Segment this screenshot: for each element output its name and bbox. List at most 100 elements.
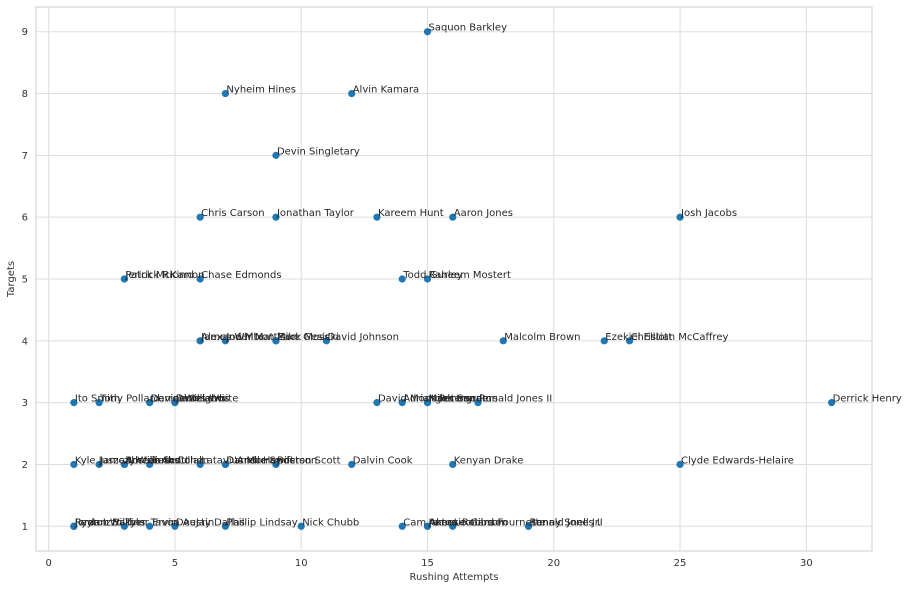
point-label: Alvin Kamara <box>353 85 419 96</box>
point-label: James White <box>175 394 238 405</box>
point-label: Kenyan Drake <box>454 455 524 466</box>
point-label: Jordan Wilkins <box>74 517 145 528</box>
point-label: Ameer Abdullah <box>125 455 205 466</box>
point-label: DeeJay Dallas <box>176 517 245 528</box>
point-label: Devin Singletary <box>277 146 360 157</box>
y-tick-label: 6 <box>22 213 28 224</box>
scatter-point <box>676 460 684 469</box>
point-label: D'Andre Swift <box>226 455 294 466</box>
point-label: Ronald Jones II <box>479 394 552 405</box>
data-points <box>70 28 836 530</box>
scatter-point <box>398 275 406 283</box>
point-label: Kyle Juszczyk <box>75 455 141 466</box>
point-label: Phillip Lindsay <box>226 517 297 528</box>
scatter-point <box>272 460 280 469</box>
scatter-point <box>423 28 432 36</box>
point-label: Devine Ozigbo <box>151 394 224 405</box>
x-tick-label: 20 <box>547 558 560 569</box>
point-label: Boston Scott <box>125 455 189 466</box>
point-label: Dalvin Cook <box>353 455 413 466</box>
point-label: James White <box>200 332 263 343</box>
scatter-point <box>449 460 457 469</box>
scatter-point <box>373 399 381 407</box>
point-label: Raheem Mostert <box>428 270 511 281</box>
y-tick-label: 2 <box>22 460 28 471</box>
point-label: Dion Lewis <box>176 394 230 405</box>
y-tick-label: 4 <box>22 336 28 347</box>
point-label: Benny Snell Jr. <box>530 517 602 528</box>
point-label: Latavius Murray <box>201 455 281 466</box>
scatter-point <box>70 460 78 469</box>
scatter-point <box>146 522 154 530</box>
y-tick-label: 5 <box>22 275 28 286</box>
point-label: Joe Mixon <box>225 332 274 343</box>
y-tick-label: 1 <box>22 522 28 533</box>
scatter-point <box>600 337 608 345</box>
point-label: Ito Smith <box>75 394 120 405</box>
scatter-point <box>423 522 432 530</box>
point-label: Derrick Henry <box>833 394 902 405</box>
point-label: Kareem Hunt <box>378 208 444 219</box>
x-tick-label: 10 <box>295 558 308 569</box>
point-label: Chris Carson <box>201 208 265 219</box>
scatter-point <box>146 460 154 469</box>
point-label: Josh Jacobs <box>680 208 737 219</box>
scatter-point <box>120 522 128 530</box>
y-tick-labels: 1 2 3 4 5 6 7 8 9 <box>22 27 28 533</box>
point-label: Christian McCaffrey <box>631 332 729 343</box>
scatter-point <box>423 275 432 283</box>
point-label: Saquon Barkley <box>428 23 507 34</box>
point-label: Ezekiel Elliott <box>605 332 672 343</box>
y-axis-label: Targets <box>6 261 17 298</box>
scatter-point <box>499 337 507 345</box>
scatter-point <box>221 460 230 469</box>
scatter-point <box>322 337 331 345</box>
point-label: Darrel Williams <box>151 394 227 405</box>
scatter-point <box>70 522 78 530</box>
scatter-point <box>196 213 204 221</box>
point-label: Nick Chubb <box>302 517 359 528</box>
scatter-point <box>449 522 457 530</box>
point-label: Alexander Mattison <box>201 332 298 343</box>
point-label: Tarik Cohen <box>150 455 209 466</box>
point-label: Adrian Peterson <box>403 394 482 405</box>
scatter-point <box>373 213 381 221</box>
x-tick-label: 15 <box>421 558 434 569</box>
scatter-point <box>676 213 684 221</box>
scatter-point <box>348 89 356 98</box>
x-axis-label: Rushing Attempts <box>410 572 499 583</box>
point-label: Jerick McKinnon <box>124 270 204 281</box>
point-label: Cam Akers <box>403 517 457 528</box>
scatter-point <box>120 275 128 283</box>
scatter-point <box>398 522 406 530</box>
scatter-point <box>171 399 179 407</box>
point-label: Mark Ingram <box>428 394 491 405</box>
y-tick-label: 8 <box>22 89 28 100</box>
point-label: Leonard Fournette <box>454 517 546 528</box>
point-label: Mike Gesicki <box>277 332 339 343</box>
scatter-point <box>196 460 204 469</box>
point-label: Tavon Austin <box>150 517 215 528</box>
x-tick-label: 0 <box>45 558 51 569</box>
scatter-point <box>95 399 103 407</box>
scatter-point <box>196 275 204 283</box>
scatter-point <box>474 399 482 407</box>
point-label: Jamaal Williams <box>99 455 179 466</box>
point-label: Ryan Izzo <box>75 517 123 528</box>
scatter-point <box>297 522 305 530</box>
point-label: Todd Gurley <box>402 270 463 281</box>
scatter-point <box>423 399 432 407</box>
scatter-point <box>171 522 179 530</box>
x-tick-labels: 0 5 10 15 20 25 30 <box>45 558 812 569</box>
x-tick-label: 30 <box>800 558 813 569</box>
scatter-point <box>196 337 204 345</box>
point-label: Patrick Ricard <box>125 270 194 281</box>
scatter-point <box>221 89 230 98</box>
point-label: Boston Scott <box>277 455 341 466</box>
scatter-point <box>625 337 634 345</box>
point-label: Clyde Edwards-Helaire <box>681 455 794 466</box>
scatter-point <box>398 399 406 407</box>
scatter-point <box>221 337 230 345</box>
point-label: Ronald Jones II <box>530 517 603 528</box>
